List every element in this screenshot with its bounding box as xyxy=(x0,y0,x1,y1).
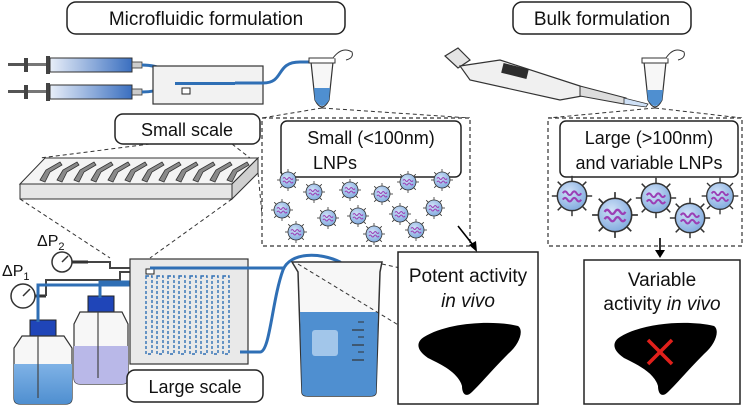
small-lnp-line1: Small (<100nm) xyxy=(307,128,435,148)
large-scale-box xyxy=(126,369,264,403)
large-chip xyxy=(129,258,249,365)
parallel-channel xyxy=(200,275,208,355)
potent-line1: Potent activity xyxy=(409,266,528,287)
small-scale-label: Small scale xyxy=(141,120,233,140)
parallel-channels xyxy=(145,275,230,355)
collection-beaker xyxy=(290,261,383,397)
eppendorf-tube-left xyxy=(308,49,353,108)
herringbone-ridge xyxy=(124,161,148,183)
parallel-channel xyxy=(167,275,175,355)
herringbone-ridge xyxy=(226,161,250,183)
cross-mark-icon xyxy=(646,338,674,366)
herringbone-ridge xyxy=(39,161,63,183)
parallel-channel xyxy=(178,275,186,355)
herringbone-ridge xyxy=(107,161,131,183)
large-lnp-line2: and variable LNPs xyxy=(575,153,722,173)
pipette-icon xyxy=(444,47,649,108)
large-scale-label: Large scale xyxy=(148,377,241,397)
herringbone-ridge xyxy=(209,161,233,183)
herringbone-ridge xyxy=(90,161,114,183)
herringbone-ridge xyxy=(175,161,199,183)
syringe-top xyxy=(8,56,143,74)
parallel-channel xyxy=(189,275,197,355)
large-lnp-label-box xyxy=(559,120,739,178)
large-chip-outlet-tube xyxy=(240,253,347,354)
herringbone-ridge xyxy=(141,161,165,183)
parallel-channel xyxy=(211,275,219,355)
bulk-title: Bulk formulation xyxy=(534,9,670,30)
reagent-bottle-2 xyxy=(73,295,129,385)
parallel-channel xyxy=(145,275,153,355)
microfluidic-title-box xyxy=(66,1,346,35)
small-lnp-line2: LNPs xyxy=(313,153,357,173)
parallel-channel xyxy=(156,275,164,355)
dp2-label: ΔP2 xyxy=(37,233,64,253)
herringbone-ridge xyxy=(192,161,216,183)
liver-icon-potent xyxy=(418,322,521,395)
eppendorf-tube-right xyxy=(641,49,685,108)
pressure-gauge-1 xyxy=(10,283,46,309)
bulk-title-box xyxy=(512,1,692,35)
potent-line2: in vivo xyxy=(441,291,495,312)
small-lnp-label-box xyxy=(280,120,462,178)
small-scale-box xyxy=(114,113,261,145)
variable-line1: Variable xyxy=(628,270,696,291)
herringbone-ridge xyxy=(73,161,97,183)
microfluidic-title: Microfluidic formulation xyxy=(109,9,303,30)
syringe-bottom xyxy=(8,83,143,101)
pressure-gauge-2 xyxy=(51,251,88,273)
herringbone-ridge xyxy=(158,161,182,183)
herringbone-ridges xyxy=(39,161,250,183)
variable-line2: activity in vivo xyxy=(603,294,720,315)
parallel-channel xyxy=(222,275,230,355)
herringbone-ridge xyxy=(56,161,80,183)
reagent-bottle-1 xyxy=(13,319,73,405)
chip-outlet-tube xyxy=(235,60,313,85)
large-lnp-line1: Large (>100nm) xyxy=(585,128,714,148)
dp1-label: ΔP1 xyxy=(2,263,29,283)
